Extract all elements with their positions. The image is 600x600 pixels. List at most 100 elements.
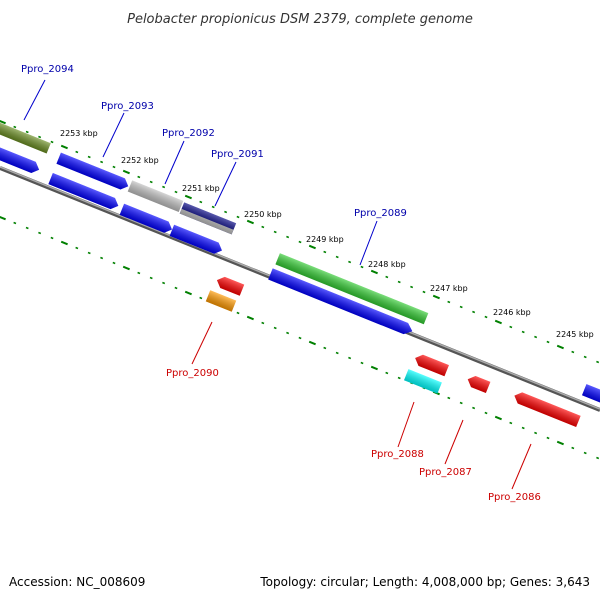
tick-labels: 2253 kbp 2252 kbp 2251 kbp 2250 kbp 2249… xyxy=(60,129,594,339)
minor-tick xyxy=(199,296,203,300)
minor-tick xyxy=(149,180,153,184)
minor-tick xyxy=(447,396,451,400)
major-tick xyxy=(308,244,316,250)
minor-tick xyxy=(261,225,265,229)
bottom-gene-labels: Ppro_2090 Ppro_2088 Ppro_2087 Ppro_2086 xyxy=(166,368,541,503)
minor-tick xyxy=(335,351,339,355)
accession-text: Accession: NC_008609 xyxy=(9,575,145,589)
minor-tick xyxy=(236,311,240,315)
major-tick xyxy=(432,294,440,300)
minor-tick xyxy=(38,231,42,235)
minor-tick xyxy=(472,310,476,314)
minor-tick xyxy=(410,285,414,289)
minor-tick xyxy=(447,300,451,304)
major-tick xyxy=(60,144,68,150)
gene-ppro-2089[interactable] xyxy=(275,253,429,325)
minor-tick xyxy=(286,235,290,239)
major-tick xyxy=(0,215,6,221)
tick-label: 2252 kbp xyxy=(121,156,159,165)
lower-tick-track xyxy=(0,215,600,460)
minor-tick xyxy=(137,175,141,179)
major-tick xyxy=(556,344,564,350)
minor-tick xyxy=(596,360,600,364)
minor-tick xyxy=(174,286,178,290)
gene-red-a[interactable] xyxy=(215,275,245,296)
minor-tick xyxy=(13,125,17,129)
minor-tick xyxy=(571,350,575,354)
gene-ppro-2090[interactable] xyxy=(205,290,237,312)
gene-label-ppro-2092[interactable]: Ppro_2092 xyxy=(162,128,215,139)
minor-tick xyxy=(571,446,575,450)
minor-tick xyxy=(75,150,79,154)
gene-ppro-2088[interactable] xyxy=(403,369,442,394)
major-tick xyxy=(370,365,378,371)
minor-tick xyxy=(583,451,587,455)
minor-tick xyxy=(521,426,525,430)
gene-ppro-2091[interactable] xyxy=(179,202,237,235)
gene-blue-1[interactable] xyxy=(48,172,120,211)
minor-tick xyxy=(385,275,389,279)
minor-tick xyxy=(397,376,401,380)
minor-tick xyxy=(174,190,178,194)
minor-tick xyxy=(273,326,277,330)
minor-tick xyxy=(546,436,550,440)
gene-blue-3[interactable] xyxy=(169,224,225,256)
minor-tick xyxy=(25,226,29,230)
gene-label-ppro-2093[interactable]: Ppro_2093 xyxy=(101,101,154,112)
minor-tick xyxy=(50,236,54,240)
gene-label-ppro-2094[interactable]: Ppro_2094 xyxy=(21,64,74,75)
gene-ppro-2093[interactable] xyxy=(56,152,130,192)
gene-blue-0[interactable] xyxy=(0,141,41,175)
major-tick xyxy=(60,240,68,246)
gene-label-ppro-2090[interactable]: Ppro_2090 xyxy=(166,368,219,379)
gene-label-ppro-2089[interactable]: Ppro_2089 xyxy=(354,208,407,219)
gene-red-b[interactable] xyxy=(413,352,449,377)
minor-tick xyxy=(13,221,17,225)
tick-label: 2246 kbp xyxy=(493,308,531,317)
minor-tick xyxy=(87,251,91,255)
forward-strand-genes xyxy=(0,141,600,411)
gene-label-ppro-2088[interactable]: Ppro_2088 xyxy=(371,449,424,460)
top-strand-genes xyxy=(0,117,429,325)
gene-ppro-2086[interactable] xyxy=(512,390,581,428)
minor-tick xyxy=(211,205,215,209)
upper-tick-track xyxy=(0,119,600,364)
minor-tick xyxy=(484,315,488,319)
minor-tick xyxy=(534,335,538,339)
minor-tick xyxy=(25,130,29,134)
major-tick xyxy=(184,194,192,200)
minor-tick xyxy=(583,355,587,359)
minor-tick xyxy=(236,215,240,219)
gene-label-ppro-2091[interactable]: Ppro_2091 xyxy=(211,149,264,160)
major-tick xyxy=(494,415,502,421)
gene-blue-5[interactable] xyxy=(581,384,600,411)
gene-ppro-2087[interactable] xyxy=(465,374,491,394)
minor-tick xyxy=(112,261,116,265)
minor-tick xyxy=(459,401,463,405)
minor-tick xyxy=(484,411,488,415)
minor-tick xyxy=(360,361,364,365)
major-tick xyxy=(494,319,502,325)
minor-tick xyxy=(100,256,104,260)
bottom-leader-lines xyxy=(191,321,532,490)
minor-tick xyxy=(298,240,302,244)
major-tick xyxy=(246,219,254,225)
gene-blue-4[interactable] xyxy=(268,268,414,336)
minor-tick xyxy=(162,185,166,189)
gene-ppro-2092[interactable] xyxy=(127,180,184,213)
minor-tick xyxy=(137,271,141,275)
gene-label-ppro-2086[interactable]: Ppro_2086 xyxy=(488,492,541,503)
gene-blue-2[interactable] xyxy=(119,203,175,235)
minor-tick xyxy=(546,340,550,344)
minor-tick xyxy=(335,255,339,259)
gene-ppro-2094[interactable] xyxy=(0,117,51,154)
minor-tick xyxy=(509,325,513,329)
minor-tick xyxy=(50,140,54,144)
major-tick xyxy=(122,169,130,175)
top-gene-labels: Ppro_2094 Ppro_2093 Ppro_2092 Ppro_2091 … xyxy=(21,64,407,219)
minor-tick xyxy=(521,330,525,334)
gene-label-ppro-2087[interactable]: Ppro_2087 xyxy=(419,467,472,478)
major-tick xyxy=(370,269,378,275)
tick-label: 2245 kbp xyxy=(556,330,594,339)
